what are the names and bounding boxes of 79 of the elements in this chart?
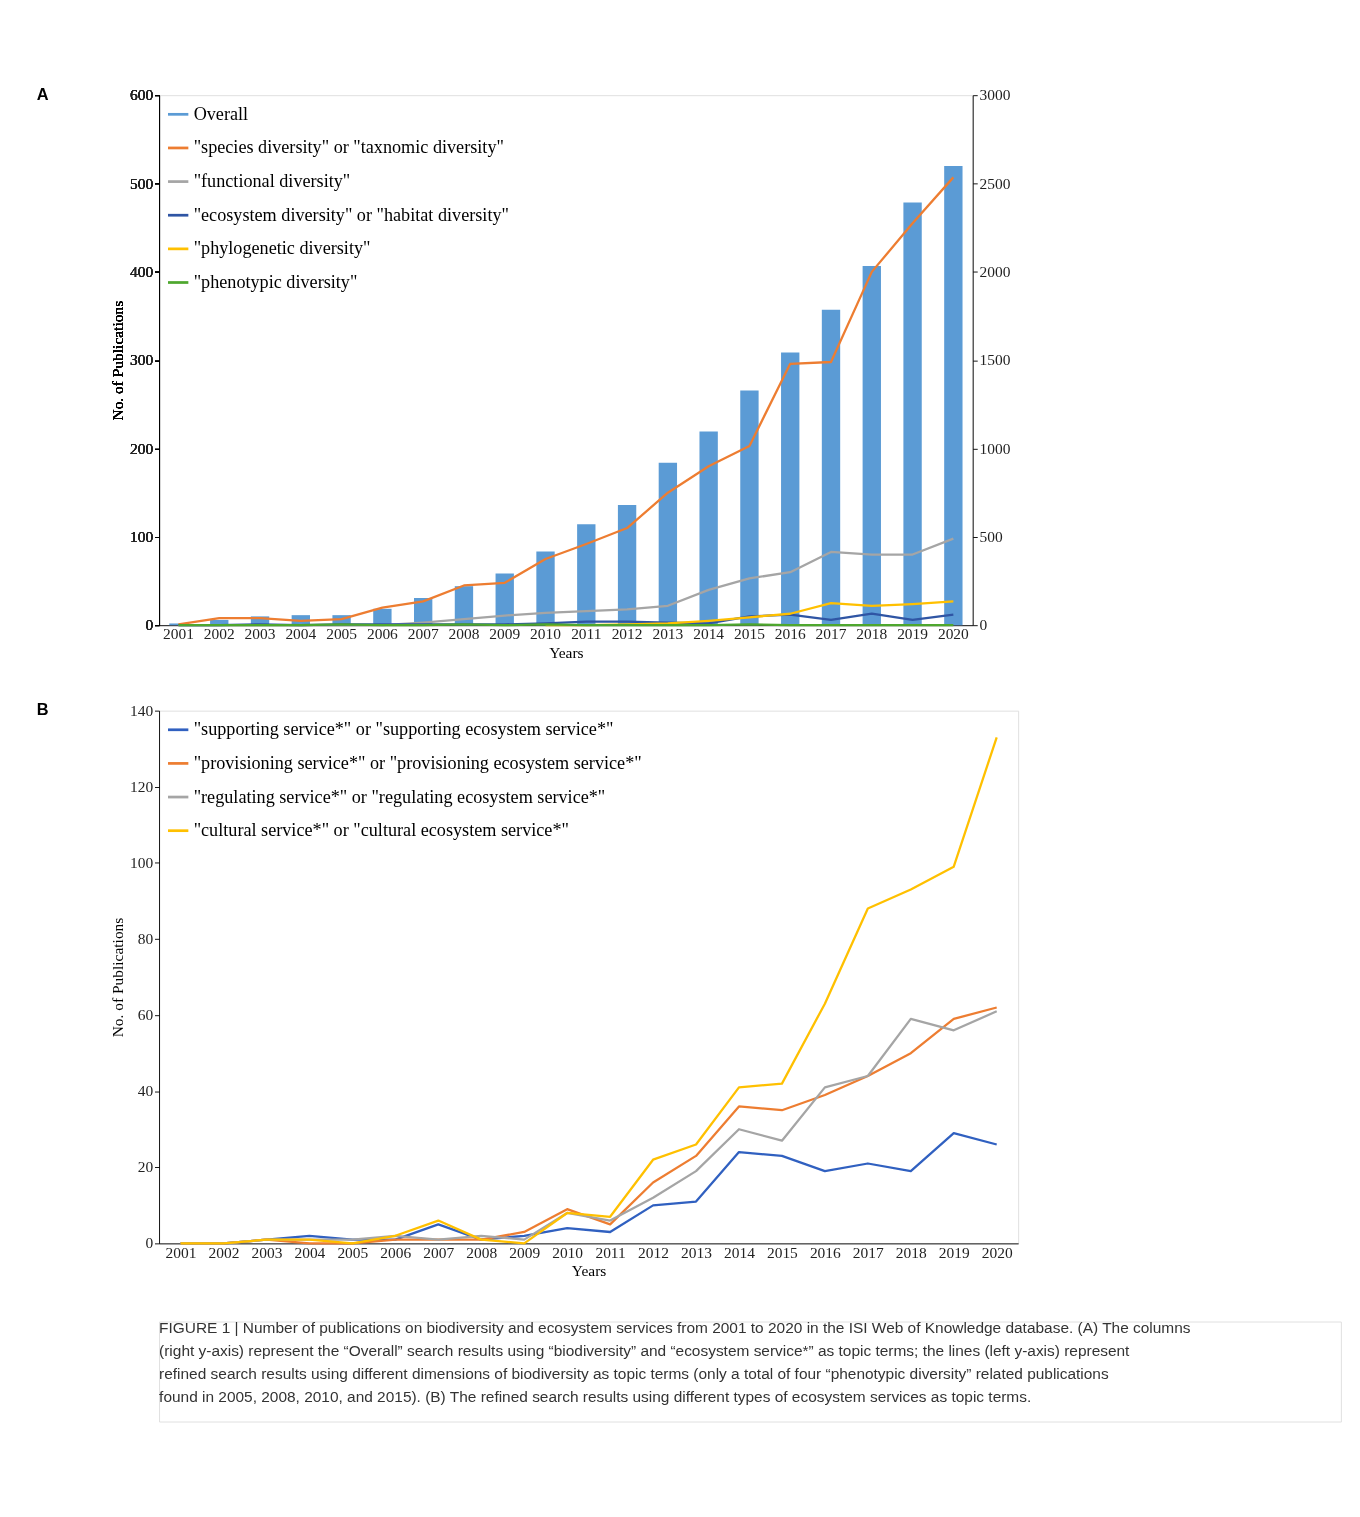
x-axis-title: Years [549, 643, 584, 661]
y-tick-label: 0 [145, 1234, 154, 1252]
x-tick-label: 2012 [638, 1243, 669, 1261]
x-tick-label: 2001 [163, 625, 194, 643]
x-tick-label: 2019 [938, 1243, 970, 1261]
legend-label: "ecosystem diversity" or "habitat diversity" [193, 204, 509, 225]
y-tick-label: 80 [137, 929, 154, 947]
y-tick-label: 20 [137, 1158, 154, 1176]
x-tick-label: 2011 [595, 1243, 626, 1261]
x-tick-label: 2011 [571, 625, 602, 643]
x-tick-label: 2016 [774, 625, 806, 643]
x-tick-label: 2002 [208, 1243, 240, 1261]
legend-label: "species diversity" or "taxnomic diversity" [193, 137, 504, 158]
y-axis-title: No. of Publications [108, 917, 126, 1038]
y-tick-label: 100 [130, 527, 154, 545]
x-tick-label: 2004 [285, 625, 317, 643]
legend-label: Overall [193, 103, 249, 124]
x-tick-label: 2006 [380, 1243, 412, 1261]
x-tick-label: 2003 [251, 1243, 283, 1261]
x-tick-label: 2007 [423, 1243, 455, 1261]
x-tick-label: 2005 [337, 1243, 369, 1261]
x-tick-label: 2017 [815, 625, 847, 643]
legend-label: "provisioning service*" or "provisioning ecosystem service*" [193, 752, 642, 773]
x-tick-label: 2008 [466, 1243, 498, 1261]
x-tick-label: 2013 [652, 625, 684, 643]
x-tick-label: 2014 [723, 1243, 756, 1261]
y2-tick-label: 2000 [979, 262, 1011, 280]
y-tick-label: 40 [137, 1082, 154, 1100]
y-tick-label: 0 [145, 616, 154, 634]
x-tick-label: 2012 [611, 625, 643, 643]
x-tick-label: 2015 [766, 1243, 799, 1261]
x-tick-label: 2003 [244, 625, 276, 643]
y-tick-label: 120 [130, 777, 154, 795]
y2-tick-label: 1500 [979, 351, 1011, 369]
y-tick-label: 600 [130, 86, 154, 104]
x-tick-label: 2014 [693, 625, 725, 643]
legend-label: "cultural service*" or "cultural ecosystem service*" [193, 820, 569, 841]
y2-tick-label: 0 [979, 616, 988, 634]
chart-title: A [36, 84, 49, 103]
x-axis-title: Years [571, 1261, 607, 1279]
x-tick-label: 2009 [489, 625, 521, 643]
y-tick-label: 200 [130, 439, 154, 457]
x-tick-label: 2019 [897, 625, 929, 643]
x-tick-label: 2018 [895, 1243, 927, 1261]
x-tick-label: 2020 [937, 625, 970, 643]
chart-title: B [36, 700, 49, 719]
x-tick-label: 2010 [530, 625, 562, 643]
legend-label: "supporting service*" or "supporting ecosystem service*" [193, 719, 614, 740]
legend-label: "regulating service*" or "regulating ecosystem service*" [193, 786, 606, 807]
legend-label: "functional diversity" [193, 171, 351, 192]
x-tick-label: 2008 [448, 625, 480, 643]
legend-label: "phenotypic diversity" [193, 271, 358, 292]
y2-tick-label: 3000 [979, 86, 1011, 104]
x-tick-label: 2013 [681, 1243, 713, 1261]
y-tick-label: 100 [130, 853, 154, 871]
y-tick-label: 140 [130, 701, 154, 719]
y-tick-label: 60 [137, 1006, 154, 1024]
x-tick-label: 2006 [366, 625, 399, 643]
y-tick-label: 500 [130, 174, 154, 192]
x-tick-label: 2009 [509, 1243, 541, 1261]
y-tick-label: 400 [130, 262, 154, 280]
y-axis-title: No. of Publications [108, 300, 126, 421]
x-tick-label: 2004 [294, 1243, 326, 1261]
x-tick-label: 2016 [809, 1243, 842, 1261]
x-tick-label: 2010 [552, 1243, 584, 1261]
x-tick-label: 2005 [326, 625, 358, 643]
x-tick-label: 2018 [856, 625, 888, 643]
x-tick-label: 2001 [165, 1243, 197, 1261]
y2-tick-label: 500 [979, 527, 1003, 545]
x-tick-label: 2017 [852, 1243, 885, 1261]
x-tick-label: 2015 [734, 625, 766, 643]
y2-tick-label: 2500 [979, 174, 1011, 192]
caption: FIGURE 1 | Number of publications on biodiversity and ecosystem services from 2001 to 2020 in the ISI Web of Knowledge database. (A) The columns (right y-axis) represent the “Overall” search results using “biodiversity” and “ecosystem service*” as topic terms; the lines (left y-axis) represent refined search results using different dimensions of biodiversity as topic terms (only a total of four “phenotypic diversity” related publications found in 2005, 2008, 2010, and 2015). (B) The refined search results using different types of ecosystem services as topic terms. [159, 1319, 1191, 1405]
x-tick-label: 2002 [203, 625, 235, 643]
x-tick-label: 2007 [407, 625, 439, 643]
x-tick-label: 2020 [981, 1243, 1013, 1261]
y-tick-label: 300 [130, 351, 154, 369]
legend-label: "phylogenetic diversity" [193, 238, 371, 259]
y2-tick-label: 1000 [979, 439, 1011, 457]
